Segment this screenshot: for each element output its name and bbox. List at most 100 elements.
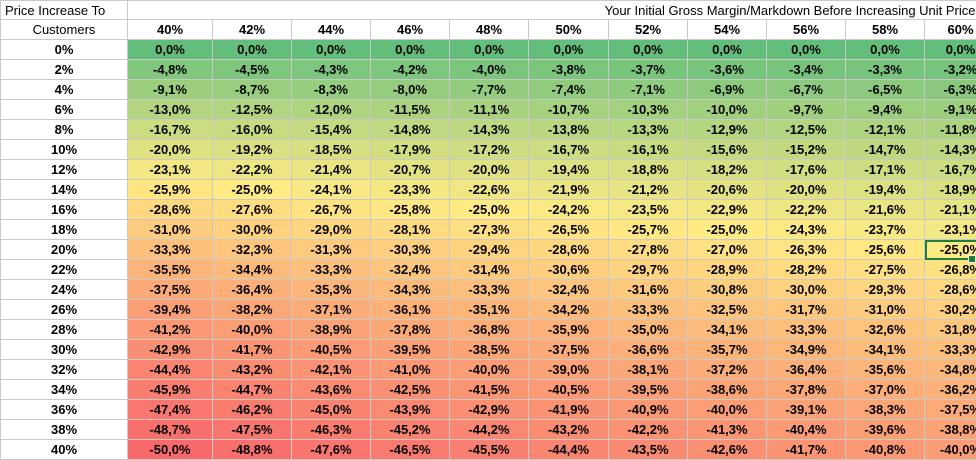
- table-cell[interactable]: -40,5%: [292, 340, 371, 360]
- table-cell[interactable]: -45,9%: [128, 380, 213, 400]
- table-cell[interactable]: -4,3%: [292, 60, 371, 80]
- table-cell[interactable]: -8,0%: [371, 80, 450, 100]
- table-cell[interactable]: -16,1%: [609, 140, 688, 160]
- table-cell[interactable]: -32,5%: [688, 300, 767, 320]
- column-header[interactable]: 48%: [450, 20, 529, 40]
- table-cell[interactable]: -15,2%: [767, 140, 846, 160]
- table-cell[interactable]: -17,9%: [371, 140, 450, 160]
- table-cell[interactable]: -31,7%: [767, 300, 846, 320]
- table-cell[interactable]: -47,6%: [292, 440, 371, 460]
- table-cell[interactable]: 0,0%: [609, 40, 688, 60]
- row-header[interactable]: 10%: [1, 140, 128, 160]
- table-cell[interactable]: -27,8%: [609, 240, 688, 260]
- table-cell[interactable]: -39,0%: [529, 360, 609, 380]
- table-cell[interactable]: -37,5%: [925, 400, 976, 420]
- table-cell[interactable]: -40,0%: [925, 440, 976, 460]
- row-header[interactable]: 14%: [1, 180, 128, 200]
- table-cell[interactable]: -34,4%: [213, 260, 292, 280]
- table-cell[interactable]: -30,2%: [925, 300, 976, 320]
- table-cell[interactable]: -37,8%: [767, 380, 846, 400]
- row-header[interactable]: 0%: [1, 40, 128, 60]
- table-cell[interactable]: -22,9%: [688, 200, 767, 220]
- table-cell[interactable]: -20,6%: [688, 180, 767, 200]
- table-cell[interactable]: -3,7%: [609, 60, 688, 80]
- table-cell[interactable]: -9,4%: [846, 100, 925, 120]
- table-cell[interactable]: -25,6%: [846, 240, 925, 260]
- table-cell[interactable]: -33,3%: [128, 240, 213, 260]
- table-cell[interactable]: -41,7%: [767, 440, 846, 460]
- table-cell[interactable]: -34,1%: [688, 320, 767, 340]
- table-cell[interactable]: -35,3%: [292, 280, 371, 300]
- table-cell[interactable]: -45,0%: [292, 400, 371, 420]
- table-cell[interactable]: -33,3%: [609, 300, 688, 320]
- table-cell[interactable]: -25,7%: [609, 220, 688, 240]
- table-cell[interactable]: -46,3%: [292, 420, 371, 440]
- table-cell[interactable]: -45,5%: [450, 440, 529, 460]
- row-header[interactable]: 24%: [1, 280, 128, 300]
- table-cell[interactable]: -38,3%: [846, 400, 925, 420]
- row-header[interactable]: 36%: [1, 400, 128, 420]
- column-header[interactable]: 50%: [529, 20, 609, 40]
- table-cell[interactable]: 0,0%: [767, 40, 846, 60]
- column-header[interactable]: 56%: [767, 20, 846, 40]
- table-cell[interactable]: -6,9%: [688, 80, 767, 100]
- table-cell[interactable]: -39,5%: [609, 380, 688, 400]
- table-cell[interactable]: -48,8%: [213, 440, 292, 460]
- table-cell[interactable]: -28,6%: [925, 280, 976, 300]
- table-cell[interactable]: -40,0%: [688, 400, 767, 420]
- table-cell[interactable]: -38,6%: [688, 380, 767, 400]
- table-cell[interactable]: -31,4%: [450, 260, 529, 280]
- table-cell[interactable]: -41,5%: [450, 380, 529, 400]
- table-cell[interactable]: -20,0%: [450, 160, 529, 180]
- table-cell[interactable]: -35,1%: [450, 300, 529, 320]
- table-cell[interactable]: -35,0%: [609, 320, 688, 340]
- table-cell[interactable]: -48,7%: [128, 420, 213, 440]
- corner-header-line1[interactable]: Price Increase To: [1, 1, 128, 20]
- table-cell[interactable]: -10,0%: [688, 100, 767, 120]
- table-cell[interactable]: -34,1%: [846, 340, 925, 360]
- fill-handle[interactable]: [968, 255, 976, 263]
- table-cell[interactable]: -3,4%: [767, 60, 846, 80]
- table-cell[interactable]: -31,8%: [925, 320, 976, 340]
- table-cell[interactable]: -30,8%: [688, 280, 767, 300]
- table-cell[interactable]: -37,2%: [688, 360, 767, 380]
- table-cell[interactable]: -30,0%: [213, 220, 292, 240]
- table-cell[interactable]: -41,7%: [213, 340, 292, 360]
- table-cell[interactable]: -25,9%: [128, 180, 213, 200]
- table-cell[interactable]: -42,6%: [688, 440, 767, 460]
- table-cell[interactable]: -36,1%: [371, 300, 450, 320]
- row-header[interactable]: 26%: [1, 300, 128, 320]
- table-cell[interactable]: -42,1%: [292, 360, 371, 380]
- table-cell[interactable]: -14,3%: [450, 120, 529, 140]
- table-cell[interactable]: -41,0%: [371, 360, 450, 380]
- table-cell[interactable]: -33,3%: [767, 320, 846, 340]
- table-cell[interactable]: -18,9%: [925, 180, 976, 200]
- table-cell[interactable]: -20,0%: [767, 180, 846, 200]
- table-cell[interactable]: -9,7%: [767, 100, 846, 120]
- table-cell[interactable]: -45,2%: [371, 420, 450, 440]
- table-cell[interactable]: -24,3%: [767, 220, 846, 240]
- table-cell[interactable]: -29,4%: [450, 240, 529, 260]
- table-cell[interactable]: -3,2%: [925, 60, 976, 80]
- table-cell[interactable]: -38,2%: [213, 300, 292, 320]
- row-header[interactable]: 2%: [1, 60, 128, 80]
- table-cell[interactable]: -3,3%: [846, 60, 925, 80]
- row-header[interactable]: 12%: [1, 160, 128, 180]
- table-cell[interactable]: -27,6%: [213, 200, 292, 220]
- row-header[interactable]: 30%: [1, 340, 128, 360]
- table-cell[interactable]: -33,3%: [925, 340, 976, 360]
- table-cell[interactable]: -4,5%: [213, 60, 292, 80]
- table-cell[interactable]: -43,2%: [529, 420, 609, 440]
- table-cell[interactable]: -42,5%: [371, 380, 450, 400]
- table-cell[interactable]: -34,2%: [529, 300, 609, 320]
- table-cell[interactable]: -43,5%: [609, 440, 688, 460]
- table-cell[interactable]: -37,8%: [371, 320, 450, 340]
- row-header[interactable]: 38%: [1, 420, 128, 440]
- table-cell[interactable]: -41,9%: [529, 400, 609, 420]
- row-header[interactable]: 6%: [1, 100, 128, 120]
- table-cell[interactable]: -19,2%: [213, 140, 292, 160]
- table-cell[interactable]: -16,7%: [925, 160, 976, 180]
- table-cell[interactable]: -32,4%: [371, 260, 450, 280]
- table-cell[interactable]: -16,7%: [128, 120, 213, 140]
- table-cell[interactable]: -44,4%: [128, 360, 213, 380]
